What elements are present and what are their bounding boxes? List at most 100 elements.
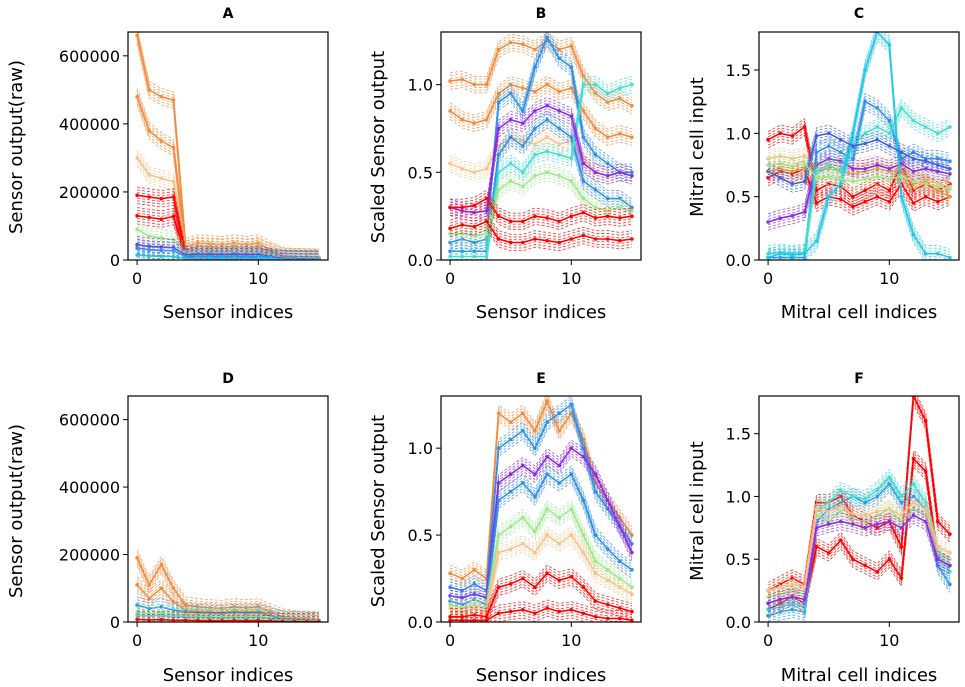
series-line (449, 75, 633, 130)
series-line (137, 32, 319, 250)
data-point (605, 174, 610, 178)
panel-title: E (536, 371, 546, 387)
y-tick-label: 1.0 (726, 124, 751, 143)
data-point (183, 615, 188, 619)
data-point (521, 42, 525, 47)
y-tick-label: 0.5 (726, 188, 751, 207)
series-line (486, 89, 633, 260)
data-point (521, 411, 525, 416)
data-point (802, 161, 807, 166)
data-point (508, 161, 513, 166)
data-point (618, 216, 622, 220)
series-line (767, 135, 951, 188)
data-point (557, 481, 561, 485)
series-line (137, 239, 319, 252)
data-point (863, 199, 867, 204)
series-line (449, 468, 633, 600)
data-point (851, 144, 855, 148)
data-point (159, 94, 164, 99)
series-line (137, 259, 138, 260)
data-point (887, 42, 892, 47)
series-line (767, 130, 951, 182)
data-point (630, 103, 634, 108)
series-line (136, 40, 281, 260)
data-point (766, 220, 770, 224)
data-point (533, 214, 537, 218)
y-tick-label: 0 (110, 251, 120, 270)
x-axis-label: Mitral cell indices (781, 302, 938, 323)
series-line (450, 83, 633, 258)
data-point (232, 615, 236, 620)
data-point (557, 429, 561, 433)
data-point (630, 135, 634, 139)
y-axis-label: Scaled Sensor output (368, 51, 389, 243)
series-line (136, 599, 319, 617)
y-axis-label: Sensor output(raw) (6, 60, 27, 234)
data-point (135, 214, 139, 218)
data-point (851, 179, 855, 184)
data-point (948, 532, 952, 536)
data-point (887, 131, 892, 136)
data-point (826, 131, 831, 136)
data-point (593, 599, 598, 603)
data-point (618, 86, 622, 90)
series-line (767, 514, 951, 604)
series-line (767, 138, 951, 190)
y-tick-label: 0.0 (726, 613, 751, 632)
data-point (147, 173, 151, 177)
data-point (618, 585, 622, 589)
data-point (448, 618, 452, 622)
data-point (839, 177, 843, 181)
series-line (449, 38, 632, 246)
series-line (767, 522, 951, 612)
data-point (923, 251, 928, 256)
series-line (767, 494, 951, 583)
data-point (484, 196, 489, 201)
series-line (767, 141, 951, 193)
data-point (630, 82, 634, 87)
series-line (450, 34, 633, 101)
data-point (593, 170, 598, 175)
data-point (533, 126, 537, 131)
data-point (605, 547, 610, 551)
data-point (778, 585, 782, 589)
data-point (826, 551, 831, 555)
x-tick-label: 0 (763, 269, 773, 288)
data-point (147, 234, 151, 238)
series-line (768, 511, 951, 601)
data-point (790, 169, 795, 174)
series-line (137, 189, 319, 255)
data-point (605, 568, 610, 572)
data-point (521, 121, 525, 125)
series-line (767, 155, 950, 220)
data-point (593, 615, 598, 619)
data-point (618, 524, 622, 529)
series-line (449, 402, 633, 583)
series-line (767, 512, 951, 601)
series-line (450, 206, 632, 231)
data-point (593, 82, 598, 87)
panel-C: C 0 10 0.0 0.5 1.0 1.5 Mitral cell indices Mi… (687, 6, 960, 323)
axes-frame (127, 31, 329, 261)
series-line (768, 150, 950, 182)
data-point (778, 131, 782, 136)
data-point (826, 182, 831, 186)
series-line (450, 195, 632, 220)
series-line (768, 471, 951, 605)
data-point (545, 82, 549, 87)
data-point (887, 199, 892, 204)
data-point (839, 488, 843, 493)
series-line (449, 104, 633, 214)
data-point (220, 256, 224, 260)
data-point (557, 109, 561, 113)
data-point (581, 533, 586, 537)
data-point (545, 170, 549, 175)
data-point (533, 153, 537, 157)
data-point (171, 179, 176, 184)
data-point (887, 118, 892, 123)
data-point (135, 156, 139, 160)
data-point (569, 507, 574, 511)
series-line (767, 506, 951, 596)
series-line (767, 32, 951, 253)
data-point (557, 609, 561, 614)
